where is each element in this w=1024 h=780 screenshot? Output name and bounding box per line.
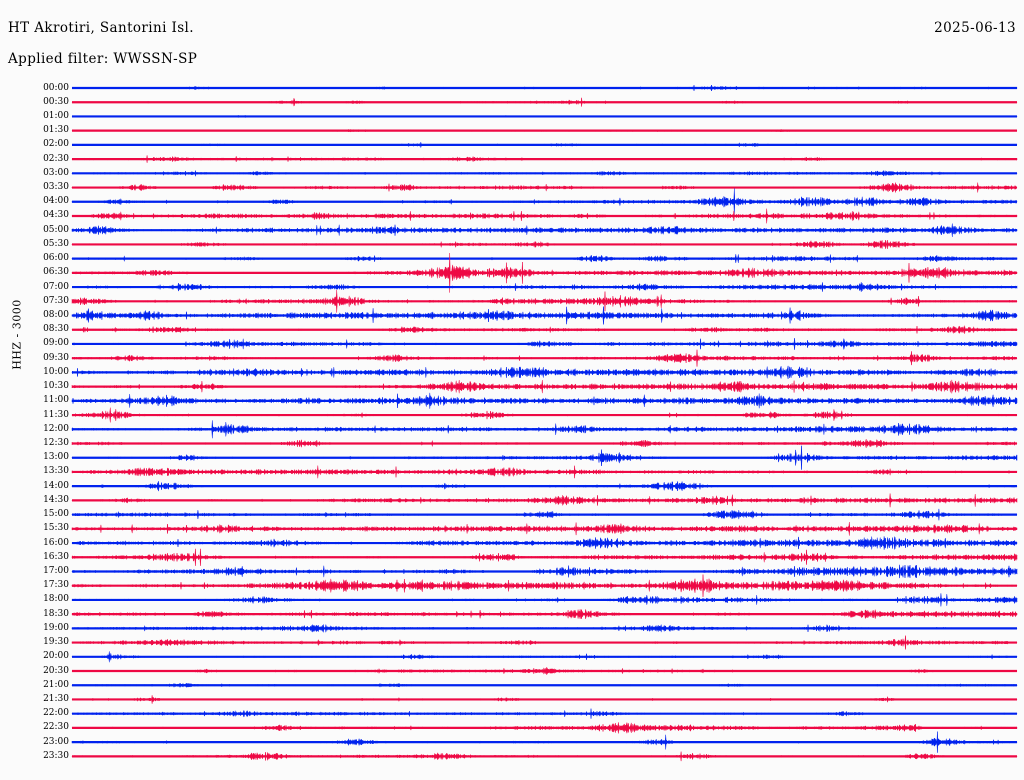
time-tick-label: 00:00 bbox=[43, 82, 69, 93]
time-tick-label: 14:30 bbox=[43, 494, 69, 505]
page-title: HT Akrotiri, Santorini Isl. bbox=[8, 20, 194, 36]
time-tick-label: 05:00 bbox=[43, 224, 69, 235]
seismogram-plot bbox=[0, 80, 1024, 780]
time-tick-label: 22:30 bbox=[43, 722, 69, 733]
time-tick-label: 10:30 bbox=[43, 381, 69, 392]
time-tick-label: 13:00 bbox=[43, 452, 69, 463]
time-tick-label: 06:30 bbox=[43, 267, 69, 278]
applied-filter-label: Applied filter: WWSSN-SP bbox=[8, 51, 198, 67]
time-tick-label: 08:30 bbox=[43, 324, 69, 335]
time-tick-label: 12:00 bbox=[43, 423, 69, 434]
time-tick-label: 05:30 bbox=[43, 238, 69, 249]
time-tick-label: 02:30 bbox=[43, 153, 69, 164]
time-tick-label: 23:30 bbox=[43, 750, 69, 761]
time-tick-label: 17:00 bbox=[43, 565, 69, 576]
time-tick-label: 03:30 bbox=[43, 182, 69, 193]
time-tick-label: 11:30 bbox=[43, 409, 69, 420]
time-tick-label: 21:30 bbox=[43, 693, 69, 704]
time-tick-label: 15:30 bbox=[43, 523, 69, 534]
trace-canvas bbox=[71, 84, 1018, 762]
time-tick-label: 16:30 bbox=[43, 551, 69, 562]
time-tick-label: 09:00 bbox=[43, 338, 69, 349]
time-tick-label: 19:00 bbox=[43, 622, 69, 633]
time-tick-label: 16:00 bbox=[43, 537, 69, 548]
time-tick-label: 04:00 bbox=[43, 196, 69, 207]
time-tick-label: 21:00 bbox=[43, 679, 69, 690]
time-tick-label: 04:30 bbox=[43, 210, 69, 221]
time-tick-label: 22:00 bbox=[43, 708, 69, 719]
time-tick-label: 12:30 bbox=[43, 438, 69, 448]
time-tick-label: 20:00 bbox=[43, 651, 69, 662]
time-tick-label: 18:30 bbox=[43, 608, 69, 619]
time-tick-label: 06:00 bbox=[43, 253, 69, 264]
time-tick-label: 07:30 bbox=[43, 295, 69, 306]
time-tick-label: 03:00 bbox=[43, 167, 69, 178]
time-tick-label: 08:00 bbox=[43, 310, 69, 321]
time-tick-label: 15:00 bbox=[43, 509, 69, 520]
record-date: 2025-06-13 bbox=[934, 20, 1016, 36]
time-axis-ticks: 00:00 00:30 01:00 01:30 02:00 02:30 03:00 03:30… bbox=[0, 80, 69, 780]
time-tick-label: 00:30 bbox=[43, 96, 69, 107]
time-tick-label: 19:30 bbox=[43, 637, 69, 648]
time-tick-label: 20:30 bbox=[43, 665, 69, 676]
time-tick-label: 23:00 bbox=[43, 736, 69, 747]
time-tick-label: 09:30 bbox=[43, 352, 69, 363]
time-tick-label: 01:00 bbox=[43, 110, 69, 121]
time-tick-label: 07:00 bbox=[43, 281, 69, 292]
time-tick-label: 13:30 bbox=[43, 466, 69, 477]
time-tick-label: 14:00 bbox=[43, 480, 69, 491]
time-tick-label: 01:30 bbox=[43, 125, 69, 136]
time-tick-label: 17:30 bbox=[43, 580, 69, 591]
time-tick-label: 18:00 bbox=[43, 594, 69, 605]
time-tick-label: 11:00 bbox=[43, 395, 69, 406]
time-tick-label: 02:00 bbox=[43, 139, 69, 150]
time-tick-label: 10:00 bbox=[43, 366, 69, 377]
